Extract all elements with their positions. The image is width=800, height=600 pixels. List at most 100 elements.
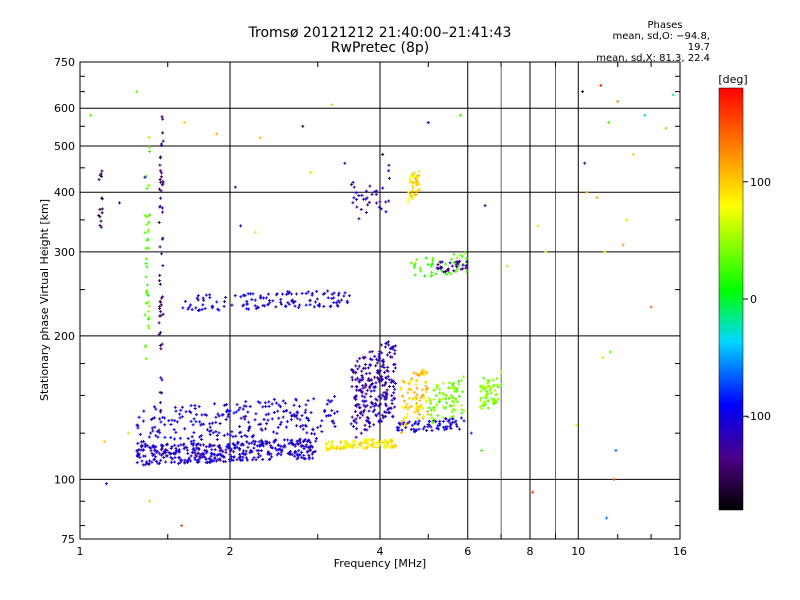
echo-point	[272, 397, 276, 401]
echo-point	[281, 292, 285, 296]
x-tick-label: 6	[464, 545, 471, 558]
echo-point	[146, 300, 150, 304]
echo-point	[256, 400, 260, 404]
echo-point	[393, 405, 397, 409]
echo-point	[191, 450, 195, 454]
echo-point	[433, 409, 437, 413]
echo-point	[256, 455, 260, 459]
echo-point	[370, 192, 374, 196]
echo-point	[444, 272, 448, 276]
echo-point	[187, 305, 191, 309]
echo-point	[631, 152, 635, 156]
echo-point	[181, 306, 185, 310]
echo-point	[452, 252, 456, 256]
echo-point	[407, 387, 411, 391]
echo-point	[296, 441, 300, 445]
echo-point	[152, 457, 156, 461]
echo-point	[261, 458, 265, 462]
echo-point	[249, 449, 253, 453]
echo-point	[625, 218, 629, 222]
echo-point	[151, 417, 155, 421]
echo-point	[427, 406, 431, 410]
echo-point	[414, 190, 418, 194]
echo-point	[245, 435, 249, 439]
echo-point	[387, 176, 391, 180]
echo-point	[420, 388, 424, 392]
echo-point	[377, 395, 381, 399]
echo-point	[336, 299, 340, 303]
x-axis: 1 2 4 6 8 10 16	[77, 62, 687, 558]
echo-point	[222, 403, 226, 407]
echo-point	[217, 452, 221, 456]
echo-point	[418, 266, 422, 270]
echo-point	[371, 410, 375, 414]
echo-point	[375, 357, 379, 361]
echo-point	[231, 458, 235, 462]
echo-point	[408, 180, 412, 184]
echo-point	[387, 378, 391, 382]
echo-point	[279, 297, 283, 301]
echo-point	[457, 427, 461, 431]
echo-point	[236, 440, 240, 444]
echo-point	[671, 93, 675, 97]
echo-point	[189, 419, 193, 423]
echo-point	[313, 449, 317, 453]
echo-point	[363, 395, 367, 399]
echo-point	[324, 446, 328, 450]
echo-point	[469, 431, 473, 435]
echo-point	[431, 259, 435, 263]
echo-point	[484, 396, 488, 400]
echo-point	[350, 444, 354, 448]
colorbar-tick-label: 100	[750, 176, 771, 189]
colorbar: [deg] 100 0 -100	[718, 73, 771, 511]
echo-point	[384, 376, 388, 380]
echo-point	[234, 434, 238, 438]
echo-point	[141, 419, 145, 423]
echo-point	[214, 459, 218, 463]
echo-point	[298, 418, 302, 422]
echo-point	[373, 190, 377, 194]
echo-point	[228, 452, 232, 456]
echo-point	[163, 423, 167, 427]
echo-point	[422, 396, 426, 400]
echo-point	[448, 404, 452, 408]
echo-point	[452, 381, 456, 385]
echo-point	[440, 265, 444, 269]
echo-point	[308, 303, 312, 307]
echo-point	[155, 460, 159, 464]
echo-point	[449, 394, 453, 398]
echo-point	[285, 409, 289, 413]
echo-point	[353, 439, 357, 443]
echo-point	[298, 441, 302, 445]
echo-point	[406, 391, 410, 395]
echo-point	[339, 447, 343, 451]
echo-point	[414, 176, 418, 180]
echo-point	[378, 349, 382, 353]
echo-point	[221, 450, 225, 454]
echo-point	[298, 303, 302, 307]
echo-point	[369, 443, 373, 447]
echo-point	[311, 445, 315, 449]
echo-point	[239, 416, 243, 420]
echo-point	[621, 243, 625, 247]
echo-point	[259, 449, 263, 453]
echo-point	[387, 169, 391, 173]
echo-point	[183, 460, 187, 464]
echo-point	[164, 454, 168, 458]
echo-point	[426, 413, 430, 417]
echo-point	[214, 415, 218, 419]
echo-point	[494, 393, 498, 397]
echo-point	[192, 417, 196, 421]
echo-point	[189, 404, 193, 408]
x-tick-label: 1	[77, 545, 84, 558]
echo-point	[451, 414, 455, 418]
echo-point	[329, 443, 333, 447]
echo-point	[144, 262, 148, 266]
echo-point	[332, 291, 336, 295]
echo-point	[139, 440, 143, 444]
echo-point	[270, 455, 274, 459]
echo-point	[364, 392, 368, 396]
echo-point	[234, 410, 238, 414]
echo-point	[158, 431, 162, 435]
x-tick-label: 16	[673, 545, 687, 558]
